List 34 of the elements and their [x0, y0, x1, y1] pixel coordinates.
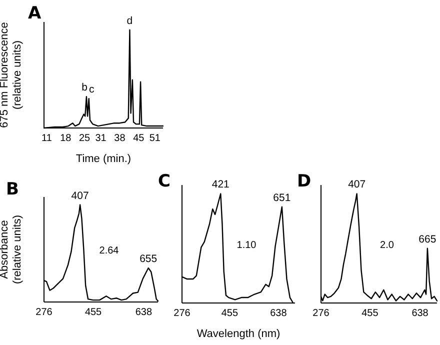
chart-title: A: [28, 4, 42, 24]
x-tick-label: 638: [270, 308, 288, 319]
annotation: c: [88, 84, 94, 96]
x-tick-label: 18: [60, 133, 72, 144]
x-tick-label: 11: [42, 133, 52, 144]
x-axis-title: Time (min.): [76, 153, 132, 165]
x-tick-label: 276: [174, 308, 191, 319]
annotation: 421: [212, 178, 230, 191]
annotation: 407: [71, 190, 89, 202]
annotation: 655: [140, 252, 158, 265]
x-tick-label: 455: [221, 308, 238, 319]
x-tick-label: 455: [362, 308, 379, 319]
chart-title: C: [158, 172, 170, 192]
chart-title: D: [297, 172, 312, 192]
x-tick-label: 276: [36, 307, 53, 318]
annotation: 665: [418, 233, 436, 246]
annotation: 1.10: [236, 240, 257, 251]
annotation: 651: [273, 192, 291, 204]
x-tick-label: 38: [114, 133, 126, 144]
annotation: 2.0: [380, 240, 394, 251]
annotation: 2.64: [99, 246, 120, 256]
annotation: 407: [348, 178, 366, 191]
chart-title: B: [6, 180, 19, 200]
x-tick-label: 31: [95, 133, 107, 144]
x-tick-label: 638: [412, 308, 429, 319]
x-tick-label: 51: [149, 133, 161, 144]
x-axis-title: Wavelength (nm): [196, 328, 280, 340]
x-tick-label: 45: [133, 133, 145, 144]
x-tick-label: 25: [79, 133, 91, 144]
annotation: b: [82, 82, 88, 94]
annotation: d: [126, 14, 133, 27]
x-tick-label: 276: [312, 308, 330, 319]
x-tick-label: 455: [84, 307, 102, 318]
x-tick-label: 638: [135, 307, 152, 318]
